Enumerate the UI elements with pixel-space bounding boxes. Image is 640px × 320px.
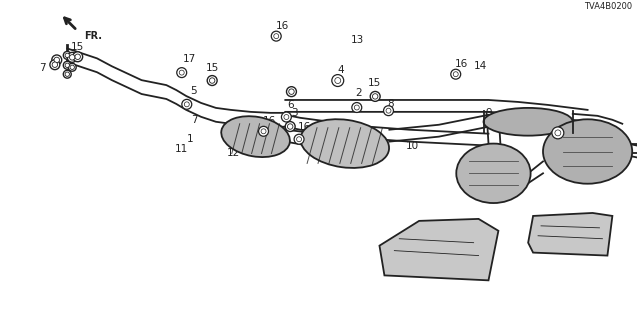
Text: 16: 16 xyxy=(455,59,468,69)
Text: FR.: FR. xyxy=(84,30,102,41)
Text: 8: 8 xyxy=(387,99,394,109)
Ellipse shape xyxy=(301,119,389,168)
Text: 13: 13 xyxy=(351,35,364,45)
Text: 15: 15 xyxy=(70,42,84,52)
Text: 7: 7 xyxy=(191,115,198,124)
Circle shape xyxy=(287,87,296,97)
Circle shape xyxy=(294,134,304,144)
Text: 4: 4 xyxy=(337,65,344,76)
Text: 5: 5 xyxy=(191,86,197,96)
Circle shape xyxy=(209,78,215,83)
Text: 16: 16 xyxy=(276,21,289,31)
Text: 15: 15 xyxy=(205,63,219,73)
Circle shape xyxy=(207,76,217,85)
Circle shape xyxy=(65,53,70,58)
Text: 6: 6 xyxy=(287,100,294,110)
Circle shape xyxy=(52,55,61,65)
Text: 11: 11 xyxy=(175,144,188,154)
Circle shape xyxy=(70,65,74,69)
Circle shape xyxy=(75,54,81,60)
Text: 15: 15 xyxy=(368,78,381,88)
Polygon shape xyxy=(528,213,612,256)
Text: 16: 16 xyxy=(298,122,311,132)
Circle shape xyxy=(451,69,461,79)
Text: 7: 7 xyxy=(39,63,45,73)
Circle shape xyxy=(65,63,70,68)
Circle shape xyxy=(287,124,293,129)
Text: 4: 4 xyxy=(554,116,560,126)
Circle shape xyxy=(271,31,281,41)
Text: TVA4B0200: TVA4B0200 xyxy=(584,2,632,11)
Text: 2: 2 xyxy=(356,88,362,98)
Circle shape xyxy=(54,57,60,63)
Text: 9: 9 xyxy=(485,108,492,118)
Text: 16: 16 xyxy=(263,116,276,126)
Text: 12: 12 xyxy=(227,148,240,157)
Circle shape xyxy=(370,92,380,101)
Circle shape xyxy=(63,70,71,78)
Circle shape xyxy=(552,127,564,139)
Text: 1: 1 xyxy=(188,134,194,144)
Circle shape xyxy=(383,106,394,116)
Ellipse shape xyxy=(221,116,290,157)
Circle shape xyxy=(282,112,291,122)
Circle shape xyxy=(177,68,187,77)
Circle shape xyxy=(372,94,378,99)
Ellipse shape xyxy=(484,108,573,136)
Circle shape xyxy=(352,102,362,112)
Circle shape xyxy=(65,72,70,76)
Circle shape xyxy=(289,89,294,94)
Text: 10: 10 xyxy=(406,140,419,151)
Circle shape xyxy=(52,62,58,68)
Text: 14: 14 xyxy=(474,61,487,71)
Polygon shape xyxy=(380,219,499,280)
Text: 3: 3 xyxy=(291,108,298,118)
Circle shape xyxy=(73,52,83,62)
Circle shape xyxy=(70,55,75,60)
Circle shape xyxy=(182,100,192,109)
Circle shape xyxy=(332,75,344,86)
Text: 17: 17 xyxy=(182,54,196,64)
Ellipse shape xyxy=(456,144,531,203)
Circle shape xyxy=(285,122,295,132)
Circle shape xyxy=(50,60,60,70)
Ellipse shape xyxy=(543,119,632,184)
Circle shape xyxy=(259,126,269,136)
Circle shape xyxy=(68,63,76,71)
Circle shape xyxy=(63,61,71,69)
Circle shape xyxy=(67,52,77,62)
Circle shape xyxy=(63,52,71,59)
